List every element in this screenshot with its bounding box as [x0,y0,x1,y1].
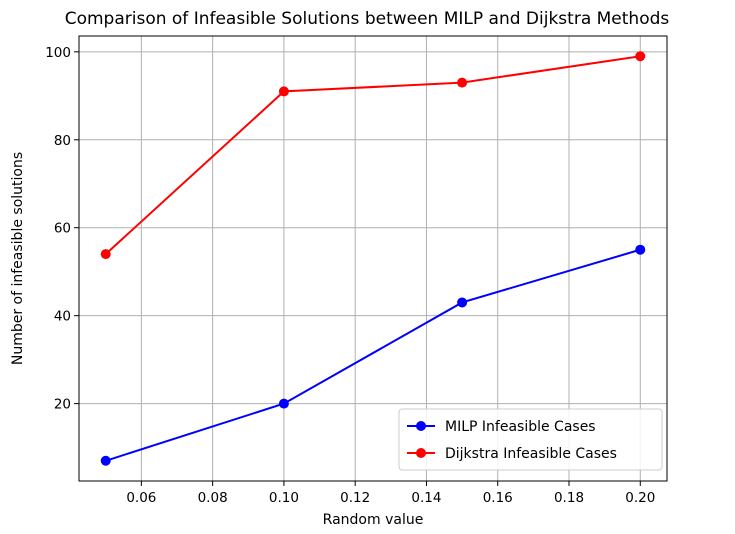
data-point [100,455,111,466]
series-line-1 [105,55,641,255]
data-point [635,51,646,62]
series-layer [100,51,646,466]
legend-marker [416,448,426,458]
plot-area-frame [78,35,668,482]
x-tick-label: 0.12 [340,490,370,506]
data-point [278,398,289,409]
x-tick-label: 0.10 [269,490,299,506]
data-point [457,297,468,308]
chart-title: Comparison of Infeasible Solutions betwe… [65,9,670,29]
legend-marker [416,421,426,431]
legend-label: MILP Infeasible Cases [445,419,596,435]
legend-label: Dijkstra Infeasible Cases [445,446,617,462]
data-point [457,77,468,88]
grid [79,36,667,481]
x-tick-label: 0.14 [411,490,441,506]
x-tick-label: 0.08 [198,490,228,506]
x-tick-label: 0.16 [483,490,513,506]
y-axis-label: Number of infeasible solutions [10,152,26,365]
legend-box [398,408,663,471]
data-point [278,86,289,97]
y-axis-ticks: 20 40 60 80 100 [45,45,79,413]
y-tick-label: 40 [54,309,71,325]
x-tick-label: 0.06 [126,490,156,506]
data-point [635,244,646,255]
y-tick-label: 20 [54,397,71,413]
x-tick-label: 0.18 [554,490,584,506]
series-line-0 [105,248,641,462]
y-tick-label: 100 [45,45,71,61]
x-tick-label: 0.20 [625,490,655,506]
y-tick-label: 60 [54,221,71,237]
y-tick-label: 80 [54,133,71,149]
x-axis-ticks: 0.06 0.08 0.10 0.12 0.14 0.16 0.18 0.20 [126,481,655,506]
data-point [100,249,111,260]
legend: MILP Infeasible Cases Dijkstra Infeasible… [398,408,663,471]
x-axis-label: Random value [323,512,424,528]
